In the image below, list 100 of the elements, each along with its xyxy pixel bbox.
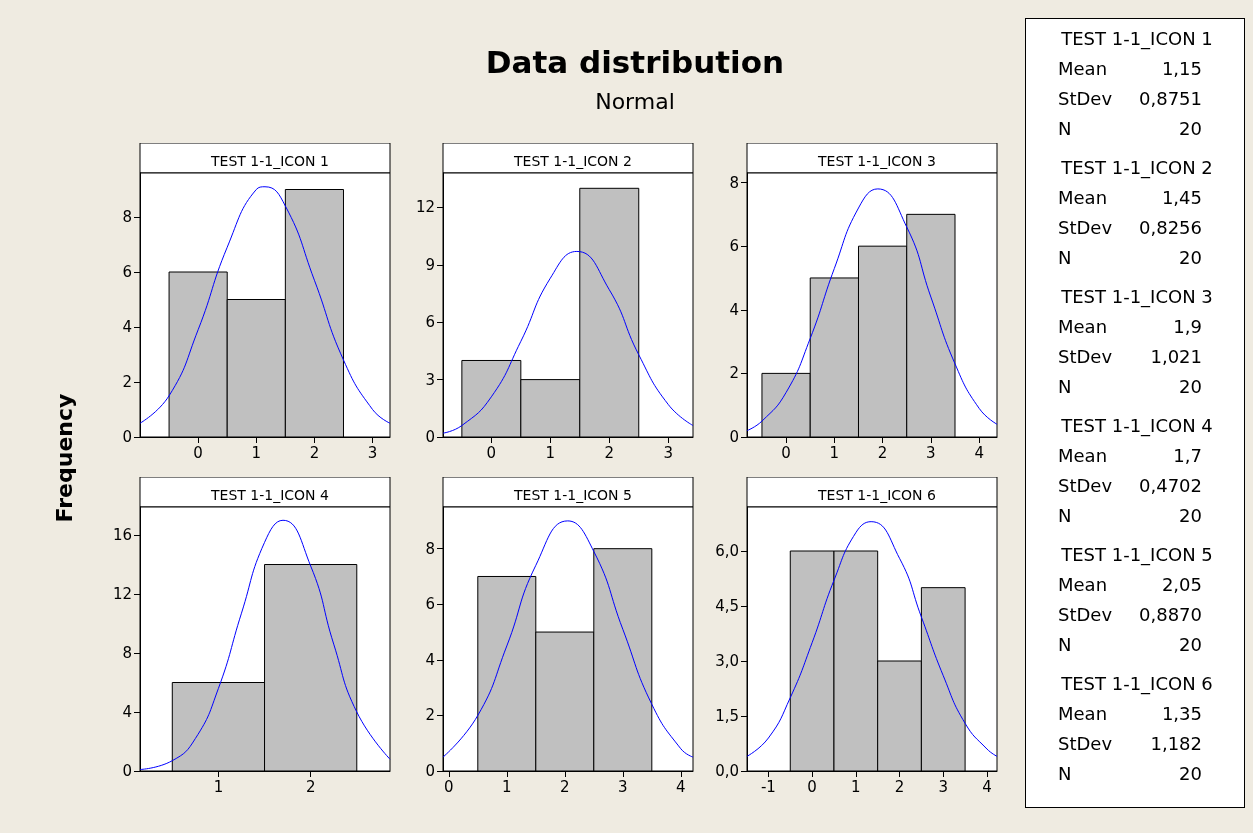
text: 20	[1178, 247, 1202, 268]
y-tick-label: 4	[122, 318, 132, 336]
text: TEST 1-1_ICON 3	[1060, 286, 1214, 307]
y-tick-label: 8	[122, 644, 132, 663]
text: 0,8256	[1139, 217, 1202, 238]
y-tick-label: 2	[425, 706, 435, 725]
text: 20	[1178, 763, 1202, 784]
text: 1,9	[1172, 316, 1202, 337]
x-tick-label: 0	[807, 777, 817, 796]
text: StDev	[1058, 604, 1113, 625]
text: StDev	[1058, 217, 1113, 238]
text: Normal	[595, 89, 675, 114]
text: Mean	[1058, 703, 1108, 724]
text: 0,8751	[1139, 88, 1202, 109]
x-tick-label: 3	[663, 443, 674, 462]
text: StDev	[1058, 475, 1113, 496]
x-tick-label: 2	[604, 443, 615, 462]
y-tick-label: 2	[729, 364, 739, 383]
text: Mean	[1058, 574, 1108, 595]
y-tick-label: 4,5	[715, 597, 739, 615]
x-tick-label: 3	[938, 777, 949, 796]
x-tick-label: 0	[781, 443, 791, 462]
y-tick-label: 3	[425, 370, 435, 389]
text: Mean	[1058, 58, 1108, 79]
x-tick-label: 0	[486, 443, 497, 462]
y-tick-label: 0,0	[715, 762, 739, 780]
text: TEST 1-1_ICON 5	[1060, 544, 1214, 565]
x-tick-label: -1	[760, 777, 776, 796]
text: 1,182	[1150, 733, 1202, 754]
text: Data distribution	[485, 44, 785, 80]
text: TEST 1-1_ICON 2	[1060, 157, 1214, 178]
y-tick-label: 9	[425, 255, 435, 274]
line-series	[442, 250, 694, 434]
x-tick-label: 3	[367, 443, 378, 462]
text: 1,35	[1160, 703, 1202, 724]
text: TEST 1-1_ICON 4	[1060, 415, 1214, 436]
chart-title: TEST 1-1_ICON 2	[513, 153, 632, 169]
x-tick-label: 4	[974, 443, 984, 462]
x-tick-label: 1	[502, 777, 512, 796]
chart-title: TEST 1-1_ICON 6	[817, 487, 937, 503]
x-tick-label: 2	[894, 777, 905, 796]
x-tick-label: 2	[877, 443, 888, 462]
x-tick-label: 4	[676, 777, 686, 796]
x-tick-label: 0	[444, 777, 454, 796]
text: N	[1058, 505, 1072, 526]
text: StDev	[1058, 346, 1113, 367]
y-tick-label: 4	[425, 650, 435, 669]
y-tick-label: 6	[122, 263, 132, 281]
y-tick-label: 6	[729, 237, 739, 256]
x-tick-label: 4	[982, 777, 992, 796]
text: StDev	[1058, 733, 1113, 754]
text: N	[1058, 376, 1072, 397]
y-tick-label: 6,0	[715, 542, 739, 560]
x-tick-label: 1	[829, 443, 840, 462]
x-tick-label: 1	[545, 443, 556, 462]
text: TEST 1-1_ICON 6	[1060, 673, 1214, 694]
x-tick-label: 1	[213, 777, 224, 796]
text: N	[1058, 634, 1072, 655]
text: 1,15	[1160, 58, 1202, 79]
y-tick-label: 0	[122, 428, 132, 446]
chart-title: TEST 1-1_ICON 5	[513, 487, 632, 503]
x-tick-label: 2	[560, 777, 570, 796]
text: 0,4702	[1139, 475, 1202, 496]
y-tick-label: 12	[415, 198, 435, 217]
y-tick-label: 4	[729, 300, 739, 319]
x-tick-label: 0	[193, 443, 203, 462]
text: N	[1058, 247, 1072, 268]
text: 20	[1178, 376, 1202, 397]
line-series	[746, 188, 998, 432]
x-tick-label: 1	[851, 777, 861, 796]
text: N	[1058, 763, 1072, 784]
y-tick-label: 4	[122, 703, 132, 722]
text: StDev	[1058, 88, 1113, 109]
chart-title: TEST 1-1_ICON 1	[210, 153, 329, 169]
text: Mean	[1058, 445, 1108, 466]
text: 20	[1178, 118, 1202, 139]
text: 1,45	[1160, 187, 1202, 208]
y-tick-label: 8	[729, 173, 739, 192]
line-series	[442, 520, 694, 758]
y-axis-title: Frequency	[51, 393, 77, 523]
y-tick-label: 1,5	[715, 707, 739, 725]
x-tick-label: 3	[926, 443, 936, 462]
y-tick-label: 16	[112, 526, 132, 545]
line-series	[746, 521, 998, 757]
text: 0,8870	[1139, 604, 1202, 625]
text: 20	[1178, 505, 1202, 526]
x-tick-label: 1	[251, 443, 262, 462]
x-tick-label: 3	[618, 777, 628, 796]
y-tick-label: 12	[112, 585, 132, 604]
x-tick-label: 2	[305, 777, 316, 796]
text: Mean	[1058, 316, 1108, 337]
y-tick-label: 3,0	[715, 652, 739, 670]
y-tick-label: 8	[122, 208, 132, 226]
text: 1,021	[1150, 346, 1202, 367]
y-tick-label: 6	[425, 313, 435, 332]
y-tick-label: 0	[122, 762, 132, 780]
text: N	[1058, 118, 1072, 139]
text: Mean	[1058, 187, 1108, 208]
y-tick-label: 0	[425, 428, 435, 446]
y-tick-label: 8	[425, 539, 435, 558]
